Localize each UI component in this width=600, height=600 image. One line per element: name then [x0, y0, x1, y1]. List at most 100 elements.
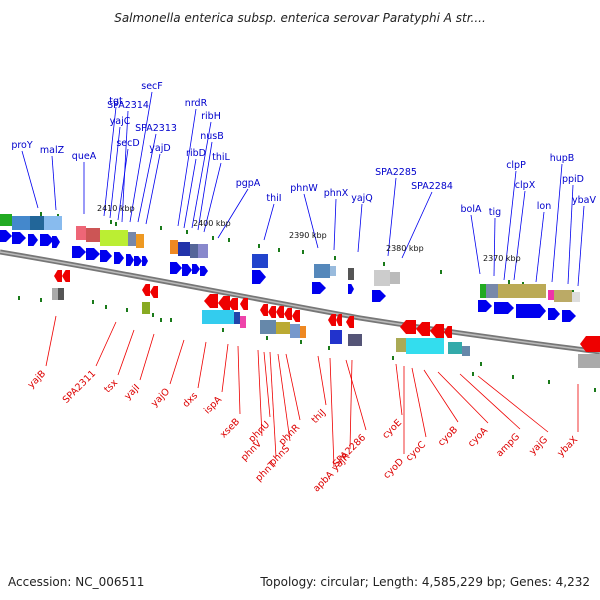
feature-block: [348, 268, 354, 280]
reverse-gene-arrow: [328, 314, 336, 326]
leader-line-thij: [317, 355, 327, 406]
tick-mark: [115, 222, 117, 226]
gene-label-ribd: ribD: [186, 148, 206, 159]
reverse-gene-arrow: [284, 308, 292, 320]
feature-block: [0, 214, 12, 226]
feature-block: [178, 242, 190, 256]
forward-gene-arrow: [134, 256, 142, 266]
kbp-markers: 2410 kbp 2400 kbp 2390 kbp 2380 kbp 2370 kbp: [97, 204, 521, 263]
tick-mark: [105, 305, 107, 309]
gene-label-dxs: dxs: [181, 390, 201, 410]
feature-block: [330, 266, 336, 276]
leader-line-clpp: [503, 170, 517, 281]
page-title: Salmonella enterica subsp. enterica sero…: [114, 11, 486, 25]
forward-gene-arrow: [12, 232, 26, 244]
leader-line-thil: [203, 162, 222, 233]
feature-block: [52, 288, 58, 300]
leader-line-spa2314: [121, 110, 129, 223]
gene-label-phnu: phnU: [247, 419, 273, 445]
forward-gene-arrow: [372, 290, 386, 302]
forward-gene-arrow: [28, 234, 38, 246]
feature-block: [480, 284, 486, 298]
forward-gene-arrow: [200, 266, 208, 276]
feature-block: [462, 346, 470, 356]
feature-block: [260, 320, 276, 334]
gene-label-yajc: yajC: [110, 116, 131, 127]
feature-block: [234, 312, 240, 324]
reverse-gene-labels: yajB SPA2311 tsx yajI yajO dxs ispAxseBphnVphn…: [26, 368, 581, 494]
forward-gene-arrow: [192, 264, 200, 274]
tick-mark: [228, 238, 230, 242]
leader-line-tgt: [103, 106, 117, 217]
feature-block: [290, 324, 300, 338]
gene-label-ppid: ppiD: [562, 174, 584, 185]
reverse-gene-arrow: [580, 336, 600, 352]
forward-gene-arrow: [142, 256, 148, 266]
leader-line-yajd: [145, 153, 161, 225]
feature-block: [374, 270, 390, 286]
leader-line-secf: [129, 91, 153, 223]
tick-mark: [512, 375, 514, 379]
feature-block: [554, 290, 572, 302]
feature-block: [76, 226, 86, 240]
leader-line-ppid: [567, 184, 574, 285]
leader-line-cyoc: [411, 367, 427, 438]
reverse-gene-arrow: [430, 324, 444, 338]
feature-block: [44, 216, 62, 230]
reverse-gene-arrow: [142, 284, 150, 296]
tick-mark: [212, 236, 214, 240]
forward-gene-arrow: [126, 254, 134, 266]
forward-gene-arrow: [252, 270, 266, 284]
forward-gene-arrow: [170, 262, 182, 274]
gene-label-tig: tig: [489, 207, 501, 218]
gene-label-proy: proY: [11, 140, 33, 151]
leader-line-secd: [117, 148, 129, 221]
forward-gene-arrow: [562, 310, 576, 322]
gene-label-clpx: clpX: [515, 180, 536, 191]
leader-line-tsx: [117, 329, 135, 376]
gene-label-xseb: xseB: [218, 416, 242, 440]
leader-line-lon: [535, 211, 545, 283]
gene-label-nusb: nusB: [200, 131, 224, 142]
forward-gene-labels: proY malZ queA tgt yajC secD SPA2314 secF SPA231…: [11, 81, 596, 218]
reverse-gene-arrow: [204, 294, 218, 308]
gene-label-nrdr: nrdR: [185, 98, 208, 109]
reverse-gene-arrow: [292, 310, 300, 322]
gene-label-hupb: hupB: [550, 153, 575, 164]
tick-mark: [258, 244, 260, 248]
feature-block: [390, 272, 400, 284]
leader-line-pgpa: [217, 188, 249, 239]
gene-label-spa2284: SPA2284: [411, 181, 453, 192]
gene-label-secd: secD: [116, 138, 139, 149]
gene-label-cyod: cyoD: [381, 456, 406, 481]
tick-mark: [152, 313, 154, 317]
leader-line-phnr: [285, 353, 301, 421]
leader-line-spa2286: [345, 359, 367, 431]
reverse-gene-arrow: [276, 306, 284, 318]
gene-label-ispa: ispA: [202, 394, 224, 416]
gene-label-cyob: cyoB: [436, 424, 460, 448]
gene-label-spa2285: SPA2285: [375, 167, 417, 178]
tick-mark: [160, 318, 162, 322]
forward-gene-arrow: [52, 236, 60, 248]
leader-line-phns: [277, 353, 291, 442]
reverse-gene-arrow: [54, 270, 62, 282]
leader-line-yajg: [477, 375, 549, 433]
genome-backbone: [0, 249, 600, 355]
tick-mark: [186, 230, 188, 234]
leader-line-cyoe: [395, 363, 403, 416]
tick-mark: [472, 372, 474, 376]
gene-label-thii: thiI: [266, 193, 281, 204]
gene-label-phnx: phnX: [324, 188, 349, 199]
feature-block: [190, 244, 198, 258]
leader-line-phnv: [257, 349, 263, 437]
feature-block: [252, 254, 268, 268]
tick-mark: [40, 212, 42, 216]
leader-line-ampg: [459, 373, 521, 430]
leader-line-spa2313: [137, 133, 157, 223]
feature-block: [330, 330, 342, 344]
feature-block: [448, 342, 462, 354]
feature-block: [498, 284, 546, 298]
forward-gene-arrow: [548, 308, 560, 320]
kbp-marker: 2410 kbp: [97, 204, 135, 213]
